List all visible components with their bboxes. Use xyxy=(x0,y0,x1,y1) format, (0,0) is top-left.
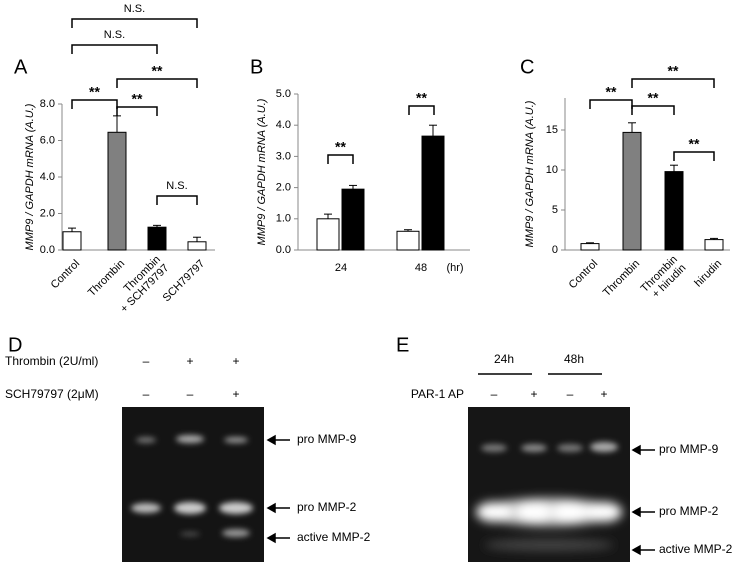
bar xyxy=(62,231,82,251)
bar xyxy=(421,135,445,251)
sign: + xyxy=(232,387,239,401)
y-tick-label: 8.0 xyxy=(40,98,55,110)
bar xyxy=(622,131,642,251)
significance-label: ** xyxy=(152,63,163,79)
panel-letter: E xyxy=(396,334,409,356)
time-label: 24h xyxy=(494,352,514,366)
time-label: 48h xyxy=(564,352,584,366)
y-tick-label: 0.0 xyxy=(276,244,291,256)
significance-label: ** xyxy=(648,90,659,106)
x-tick-label: Thrombin xyxy=(86,258,127,299)
gel-image xyxy=(468,407,630,562)
x-tick-label: hirudin xyxy=(692,258,724,290)
significance-label: ** xyxy=(668,63,679,79)
significance-bracket xyxy=(589,99,633,109)
significance-label: ** xyxy=(132,91,143,107)
y-axis-title: MMP9 / GAPDH mRNA (A.U.) xyxy=(24,103,36,250)
panel-letter: A xyxy=(14,56,28,78)
y-tick-label: 6.0 xyxy=(40,134,55,146)
significance-label: N.S. xyxy=(104,29,125,41)
sign: + xyxy=(232,354,239,368)
sign: + xyxy=(186,354,193,368)
bar xyxy=(704,239,724,251)
significance-label: N.S. xyxy=(124,3,145,15)
x-axis-title: (hr) xyxy=(446,262,463,274)
y-tick-label: 0.0 xyxy=(40,244,55,256)
bar xyxy=(316,218,340,251)
significance-label: ** xyxy=(416,90,427,106)
y-axis-title: MMP9 / GAPDH mRNA (A.U.) xyxy=(524,100,536,247)
bar xyxy=(341,188,365,251)
x-tick-label: 24 xyxy=(335,262,347,274)
significance-bracket xyxy=(631,78,715,88)
significance-label: ** xyxy=(335,139,346,155)
band-label: pro MMP-2 xyxy=(659,504,719,518)
sign: – xyxy=(491,387,498,401)
band-label: pro MMP-9 xyxy=(659,442,719,456)
significance-bracket xyxy=(408,105,435,115)
y-axis-title: MMP9 / GAPDH mRNA (A.U.) xyxy=(256,98,268,245)
significance-label: N.S. xyxy=(166,180,187,192)
significance-bracket xyxy=(71,18,198,28)
row-label: Thrombin (2U/ml) xyxy=(5,354,98,368)
y-tick-label: 4.0 xyxy=(276,119,291,131)
x-tick-label: Control xyxy=(49,258,83,292)
row-label: PAR-1 AP xyxy=(411,387,464,401)
significance-label: ** xyxy=(89,84,100,100)
y-tick-label: 5.0 xyxy=(276,88,291,100)
y-tick-label: 3.0 xyxy=(276,150,291,162)
y-tick-label: 10 xyxy=(546,164,558,176)
bar xyxy=(580,243,600,251)
y-tick-label: 1.0 xyxy=(276,213,291,225)
bar xyxy=(107,131,127,251)
sign: – xyxy=(143,387,150,401)
arrows xyxy=(631,444,655,556)
y-tick-label: 2.0 xyxy=(40,207,55,219)
arrows xyxy=(266,434,290,544)
panel-letter: B xyxy=(250,56,263,78)
x-tick-label: Thrombin xyxy=(601,258,642,299)
y-tick-label: 4.0 xyxy=(40,171,55,183)
significance-bracket xyxy=(673,151,715,161)
band-label: active MMP-2 xyxy=(659,542,733,556)
band-label: pro MMP-2 xyxy=(297,500,357,514)
x-tick-label: 48 xyxy=(415,262,427,274)
bar xyxy=(664,171,684,251)
x-tick-label: Thrombin+ hirudin xyxy=(639,253,689,303)
panel-letter: D xyxy=(8,334,22,356)
sign: – xyxy=(187,387,194,401)
bar xyxy=(147,226,167,251)
y-tick-label: 5 xyxy=(552,204,558,216)
bar xyxy=(396,230,420,251)
sign: – xyxy=(567,387,574,401)
significance-label: ** xyxy=(689,136,700,152)
sign: – xyxy=(143,354,150,368)
y-tick-label: 15 xyxy=(546,124,558,136)
sign: + xyxy=(530,387,537,401)
significance-bracket xyxy=(116,106,158,116)
band-label: pro MMP-9 xyxy=(297,432,357,446)
y-tick-label: 2.0 xyxy=(276,182,291,194)
row-label: SCH79797 (2μM) xyxy=(5,387,99,401)
significance-bracket xyxy=(631,105,675,115)
significance-bracket xyxy=(71,44,158,54)
band-label: active MMP-2 xyxy=(297,530,371,544)
x-tick-label: Control xyxy=(567,258,601,292)
gel-image xyxy=(122,407,264,562)
y-tick-label: 0 xyxy=(552,244,558,256)
significance-bracket xyxy=(156,195,198,205)
panel-letter: C xyxy=(520,56,534,78)
significance-label: ** xyxy=(606,84,617,100)
significance-bracket xyxy=(71,99,118,109)
x-tick-label: SCH79797 xyxy=(161,258,208,305)
significance-bracket xyxy=(327,154,354,164)
significance-bracket xyxy=(116,78,198,88)
bar xyxy=(187,241,207,251)
sign: + xyxy=(600,387,607,401)
